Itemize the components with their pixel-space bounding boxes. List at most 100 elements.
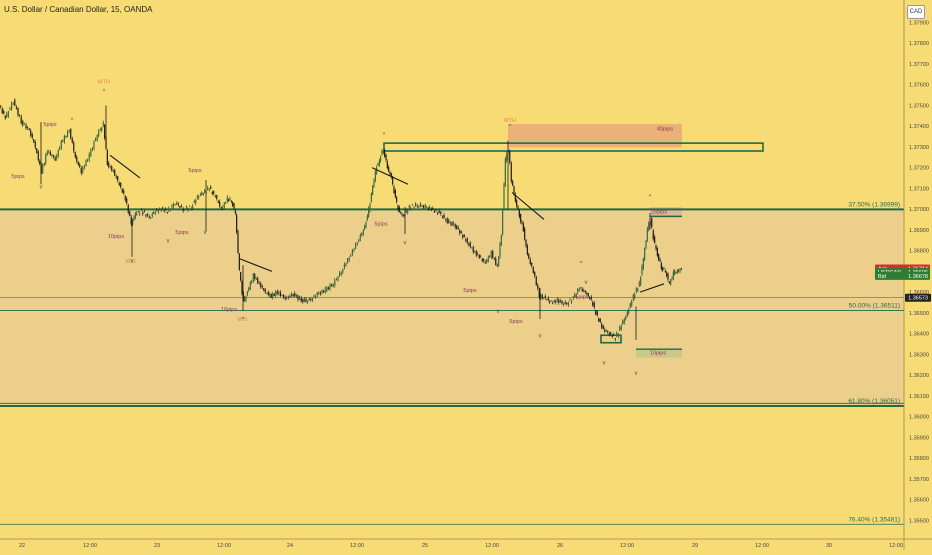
candle-body (267, 292, 269, 295)
candle-body (303, 298, 305, 303)
candle-body (642, 259, 644, 269)
candle-body (504, 158, 506, 186)
price-flag-value: 1.36678 (908, 274, 928, 280)
candle-body (631, 301, 633, 306)
currency-button[interactable]: CAD (907, 5, 925, 19)
candle-body (572, 296, 574, 299)
candle-body (204, 190, 206, 193)
candle-body (559, 300, 561, 303)
candle-body (481, 258, 483, 262)
fib-level-label: 76.40% (1.35481) (848, 516, 900, 523)
swing-high-marker: ^ (103, 89, 106, 95)
candle-body (157, 210, 159, 212)
candle-body (453, 223, 455, 225)
swing-low-marker: v (404, 240, 407, 246)
candle-body (99, 129, 101, 131)
candle-body (652, 230, 654, 240)
pips-box-bottom (636, 348, 682, 358)
candle-body (272, 293, 274, 298)
candle-body (36, 148, 38, 153)
candle-body (261, 286, 263, 287)
candle-body (538, 288, 540, 298)
candle-body (587, 292, 589, 297)
candle-body (408, 205, 410, 208)
price-tick-label: 1.37400 (909, 124, 929, 130)
candle-body (222, 207, 224, 209)
candle-body (6, 113, 8, 117)
candle-body (1, 108, 3, 114)
candle-body (658, 254, 660, 261)
candle-body (307, 300, 309, 302)
price-tick-label: 1.37800 (909, 41, 929, 47)
candle-body (96, 135, 98, 141)
candle-body (17, 107, 19, 116)
fib-level-label: 37.50% (1.36999) (848, 201, 900, 208)
candle-body (365, 222, 367, 228)
candle-body (353, 249, 355, 251)
candle-body (220, 207, 222, 209)
candle-body (581, 288, 583, 292)
candle-body (484, 262, 486, 264)
candle-body (512, 180, 514, 186)
candle-body (65, 136, 67, 137)
candle-body (291, 293, 293, 297)
candle-body (619, 327, 621, 330)
candle-body (266, 292, 268, 294)
candle-body (586, 293, 588, 294)
candle-body (147, 214, 149, 216)
candle-body (225, 202, 227, 204)
fib-level-label: 61.80% (1.36051) (848, 398, 900, 405)
candle-body (569, 299, 571, 301)
candle-body (477, 253, 479, 255)
candle-body (468, 243, 470, 245)
candle-body (638, 282, 640, 286)
chart-annotation: 5pips (575, 294, 588, 300)
candle-body (292, 294, 294, 296)
candle-body (126, 198, 128, 204)
candle-body (478, 254, 480, 259)
candle-body (532, 267, 534, 273)
swing-low-marker: v (635, 371, 638, 377)
candle-body (593, 302, 595, 308)
time-tick-label: 30 (826, 543, 832, 549)
candle-body (150, 217, 152, 218)
candle-body (495, 258, 497, 266)
candle-body (437, 213, 439, 214)
candle-body (405, 209, 407, 213)
candle-body (651, 218, 653, 228)
candle-body (219, 201, 221, 207)
candle-body (389, 171, 391, 175)
candle-body (345, 264, 347, 267)
candle-body (662, 267, 664, 271)
candle-body (185, 206, 187, 208)
candle-body (12, 102, 14, 104)
candle-body (337, 276, 339, 281)
candle-body (614, 338, 616, 340)
candle-body (675, 272, 677, 274)
candle-body (9, 108, 11, 110)
candle-body (137, 211, 139, 212)
candle-body (435, 209, 437, 211)
candle-body (111, 166, 113, 171)
candle-body (190, 207, 192, 210)
candle-body (73, 142, 75, 151)
candle-body (182, 208, 184, 211)
price-tick-label: 1.36200 (909, 373, 929, 379)
price-tick-label: 1.37000 (909, 207, 929, 213)
candle-body (287, 296, 289, 298)
candle-body (70, 128, 72, 139)
candle-body (80, 168, 82, 174)
candle-body (31, 133, 33, 139)
candle-body (139, 213, 141, 214)
swing-high-marker: ^ (509, 124, 512, 130)
candle-body (637, 288, 639, 292)
candle-body (397, 204, 399, 210)
candle-body (463, 234, 465, 238)
candle-body (355, 244, 357, 250)
candle-body (286, 296, 288, 299)
candle-body (413, 206, 415, 208)
candle-body (537, 284, 539, 289)
candle-body (51, 154, 53, 156)
